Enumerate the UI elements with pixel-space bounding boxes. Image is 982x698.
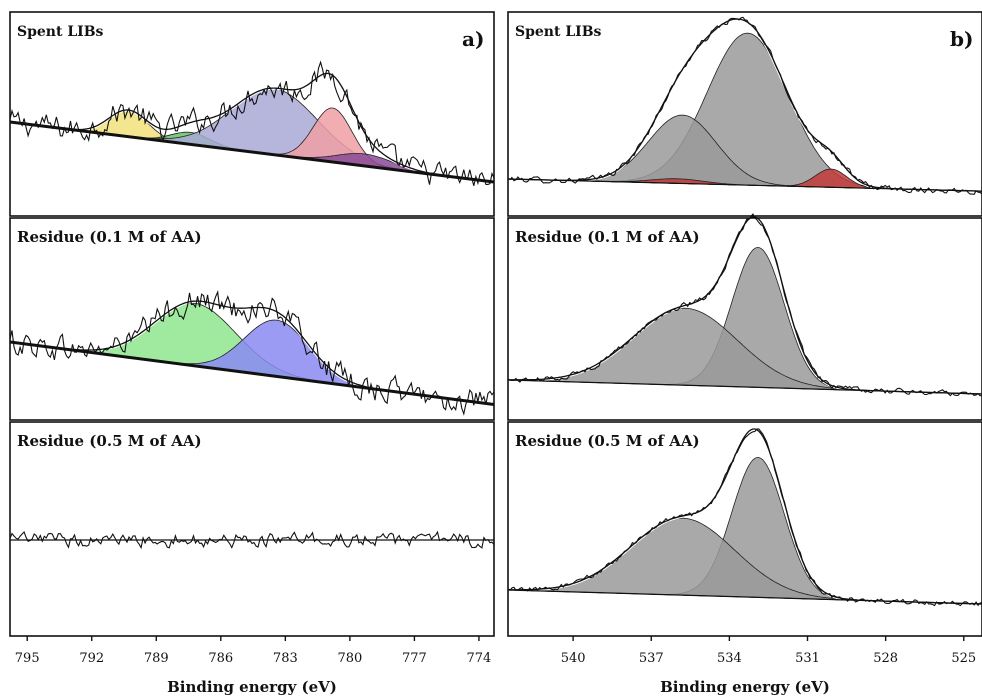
raw-spectrum — [10, 530, 495, 550]
x-tick-label: 783 — [273, 651, 298, 666]
x-tick-label: 786 — [208, 651, 233, 666]
subplot-frame — [9, 11, 495, 217]
component-peak-1-0-0 — [507, 32, 982, 192]
panel-letter: b) — [950, 27, 973, 51]
x-tick-label: 774 — [467, 651, 492, 666]
raw-spectrum — [507, 428, 982, 607]
x-tick-label: 537 — [639, 651, 664, 666]
subplot-label: Residue (0.5 M of AA) — [17, 432, 202, 450]
text-layer: Spent LIBs Residue (0.1 M of AA) Residue (… — [15, 24, 976, 696]
subplot-label: Spent LIBs — [17, 24, 104, 40]
curve-line-layer — [10, 16, 982, 607]
frame-layer — [9, 11, 982, 641]
subplot-frame — [9, 217, 495, 421]
x-tick-label: 528 — [873, 651, 898, 666]
subplot-label: Residue (0.1 M of AA) — [17, 228, 202, 246]
x-tick-label: 531 — [795, 651, 820, 666]
x-axis-label: Binding energy (eV) — [660, 678, 830, 696]
x-tick-label: 795 — [15, 651, 40, 666]
background-baseline — [10, 340, 495, 406]
raw-spectrum — [507, 213, 982, 397]
subplot-frame — [507, 421, 982, 637]
raw-spectrum — [10, 60, 495, 186]
x-tick-label: 534 — [717, 651, 742, 666]
subplot-frame — [9, 421, 495, 637]
x-tick-label: 780 — [337, 651, 362, 666]
subplot-label: Residue (0.1 M of AA) — [515, 228, 700, 246]
background-baseline — [507, 379, 982, 395]
component-peak-0-1-1 — [10, 319, 495, 405]
x-tick-label: 540 — [561, 651, 586, 666]
x-tick-label: 525 — [951, 651, 976, 666]
component-peak-0-0-2 — [10, 88, 495, 183]
subplot-frame — [507, 217, 982, 421]
background-baseline — [507, 178, 982, 192]
subplot-frame — [507, 11, 982, 217]
background-baseline — [507, 589, 982, 605]
x-tick-label: 792 — [79, 651, 104, 666]
x-tick-label: 789 — [144, 651, 169, 666]
panel-letter: a) — [462, 27, 484, 51]
x-axis-label: Binding energy (eV) — [167, 678, 337, 696]
background-baseline — [10, 120, 495, 184]
raw-spectrum — [507, 16, 982, 196]
subplot-label: Residue (0.5 M of AA) — [515, 432, 700, 450]
subplot-label: Spent LIBs — [515, 24, 602, 40]
x-tick-label: 777 — [402, 651, 427, 666]
